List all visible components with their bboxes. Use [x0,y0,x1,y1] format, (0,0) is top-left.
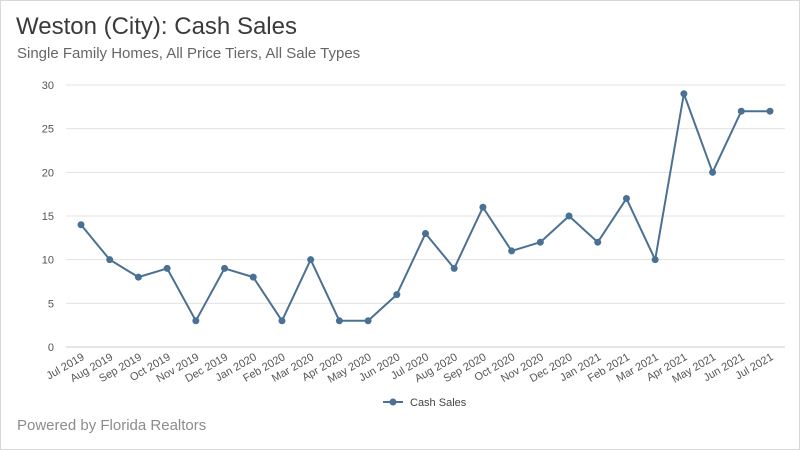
gridlines [66,84,785,348]
data-point[interactable] [536,238,544,246]
data-point[interactable] [680,90,688,98]
y-tick-label: 10 [42,255,54,267]
data-point[interactable] [393,291,401,299]
y-tick-label: 5 [48,298,54,310]
data-point[interactable] [508,247,516,255]
data-point[interactable] [737,107,745,115]
data-point[interactable] [163,264,171,272]
legend[interactable]: Cash Sales [383,397,467,409]
data-point[interactable] [709,168,717,176]
data-point[interactable] [622,195,630,203]
y-tick-label: 0 [48,342,54,354]
data-point[interactable] [479,203,487,211]
legend-marker [389,398,397,406]
legend-label[interactable]: Cash Sales [410,397,467,409]
y-axis-ticks: 0 5 10 15 20 25 30 [42,80,54,354]
data-point[interactable] [77,221,85,229]
data-point[interactable] [565,212,573,220]
data-point[interactable] [278,317,286,325]
data-point[interactable] [106,256,114,264]
data-point[interactable] [221,264,229,272]
data-point[interactable] [192,317,200,325]
data-point[interactable] [364,317,372,325]
chart-subtitle: Single Family Homes, All Price Tiers, Al… [17,45,361,62]
data-point[interactable] [450,264,458,272]
series-layer [77,90,774,325]
data-point[interactable] [249,273,257,281]
footer-credit: Powered by Florida Realtors [17,417,207,434]
y-tick-label: 15 [42,211,54,223]
series-line [80,92,770,322]
y-tick-label: 25 [42,124,54,136]
data-point[interactable] [422,229,429,237]
data-point[interactable] [594,238,602,246]
y-tick-label: 30 [42,80,54,92]
data-point[interactable] [307,256,315,264]
data-point[interactable] [134,273,142,281]
data-point[interactable] [651,256,659,264]
data-point[interactable] [335,317,343,325]
data-point[interactable] [766,107,774,115]
chart-title: Weston (City): Cash Sales [16,13,297,40]
y-tick-label: 20 [42,167,54,179]
